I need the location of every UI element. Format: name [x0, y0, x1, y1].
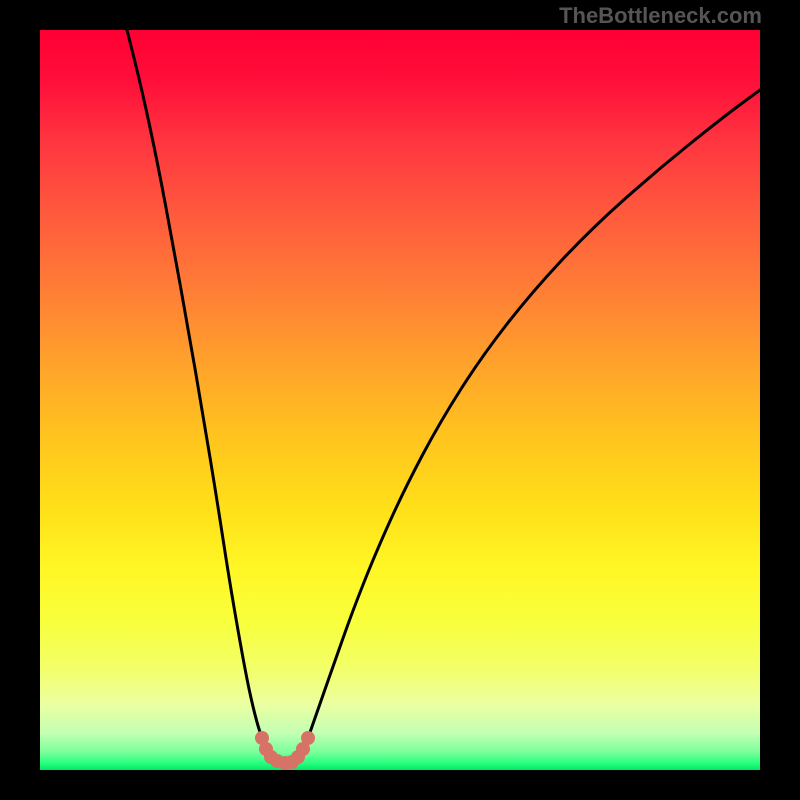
watermark-text: TheBottleneck.com: [559, 3, 762, 29]
curve-marker: [301, 731, 315, 745]
chart-container: TheBottleneck.com: [0, 0, 800, 800]
bottleneck-curve: [127, 30, 760, 764]
plot-area: [40, 30, 760, 770]
curve-svg: [40, 30, 760, 770]
